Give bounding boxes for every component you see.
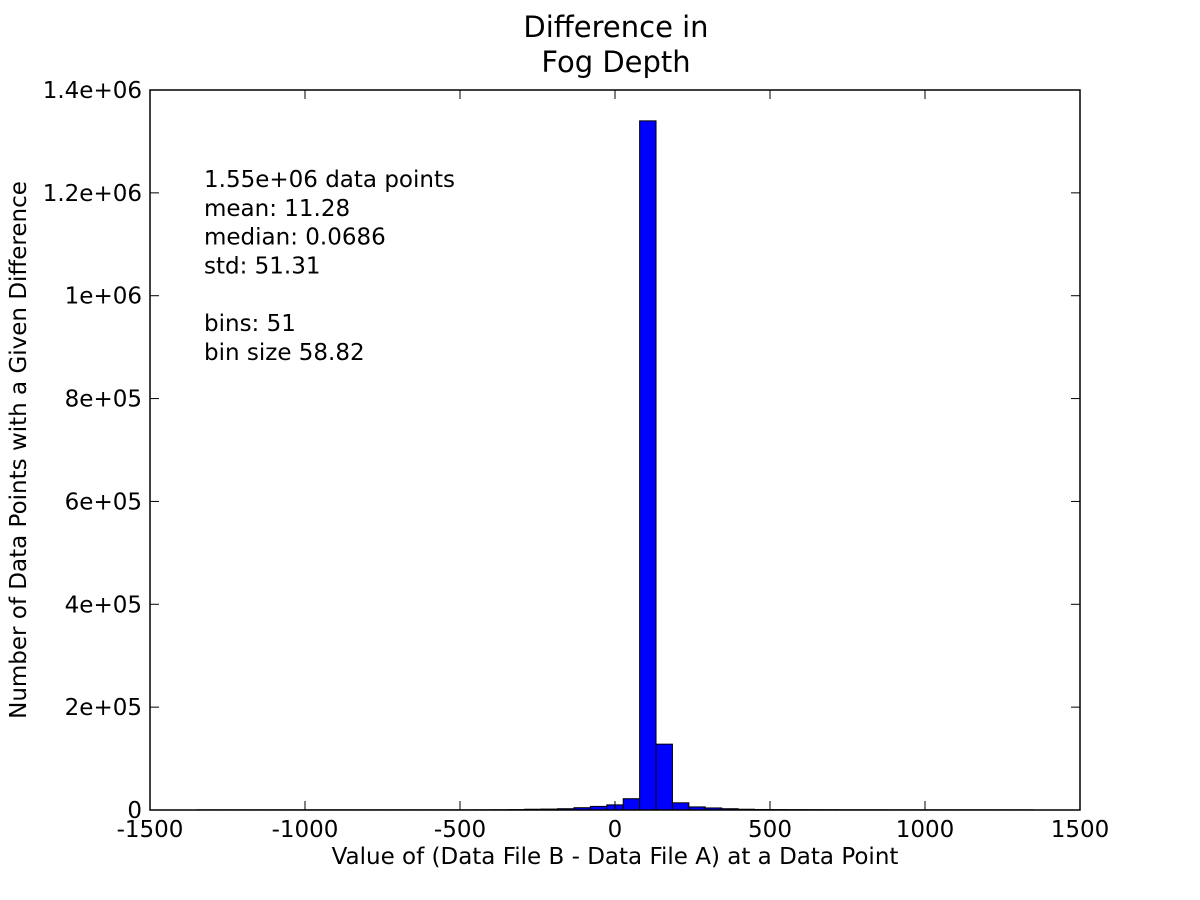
axis-ticks: -1500 -1000 -500 0 500 1000 1500 0 2e+05 4e+05 6e+…	[43, 78, 1110, 843]
histogram-bar	[655, 743, 673, 811]
annotation-line: bin size 58.82	[204, 340, 365, 366]
histogram-bar	[639, 120, 657, 811]
annotation-line: bins: 51	[204, 311, 296, 337]
histogram-bar	[671, 802, 690, 811]
y-tick-label: 2e+05	[65, 695, 142, 721]
stats-annotation: 1.55e+06 data points mean: 11.28 median: 0…	[204, 167, 455, 366]
y-tick-label: 0	[127, 798, 142, 824]
annotation-line: mean: 11.28	[204, 196, 350, 222]
annotation-line: 1.55e+06 data points	[204, 167, 455, 193]
histogram-bar	[622, 798, 641, 811]
x-tick-label: -1000	[272, 817, 339, 843]
chart-title-line-1: Difference in	[523, 10, 708, 44]
y-tick-label: 6e+05	[65, 489, 142, 515]
chart-title-line-2: Fog Depth	[541, 45, 690, 79]
x-tick-label: -1500	[117, 817, 184, 843]
x-tick-label: 0	[608, 817, 623, 843]
x-tick-label: -500	[434, 817, 486, 843]
y-axis-label: Number of Data Points with a Given Diffe…	[6, 181, 32, 719]
annotation-line: median: 0.0686	[204, 225, 386, 251]
y-tick-label: 1.2e+06	[43, 181, 142, 207]
y-tick-label: 1.4e+06	[43, 78, 142, 104]
plot-frame	[149, 89, 1081, 811]
x-tick-label: 500	[748, 817, 792, 843]
y-tick-label: 8e+05	[65, 387, 142, 413]
y-tick-label: 1e+06	[65, 284, 142, 310]
x-tick-label: 1000	[896, 817, 955, 843]
y-tick-label: 4e+05	[65, 592, 142, 618]
annotation-line: std: 51.31	[204, 253, 321, 279]
x-tick-label: 1500	[1051, 817, 1110, 843]
x-axis-label: Value of (Data File B - Data File A) at …	[332, 844, 899, 870]
